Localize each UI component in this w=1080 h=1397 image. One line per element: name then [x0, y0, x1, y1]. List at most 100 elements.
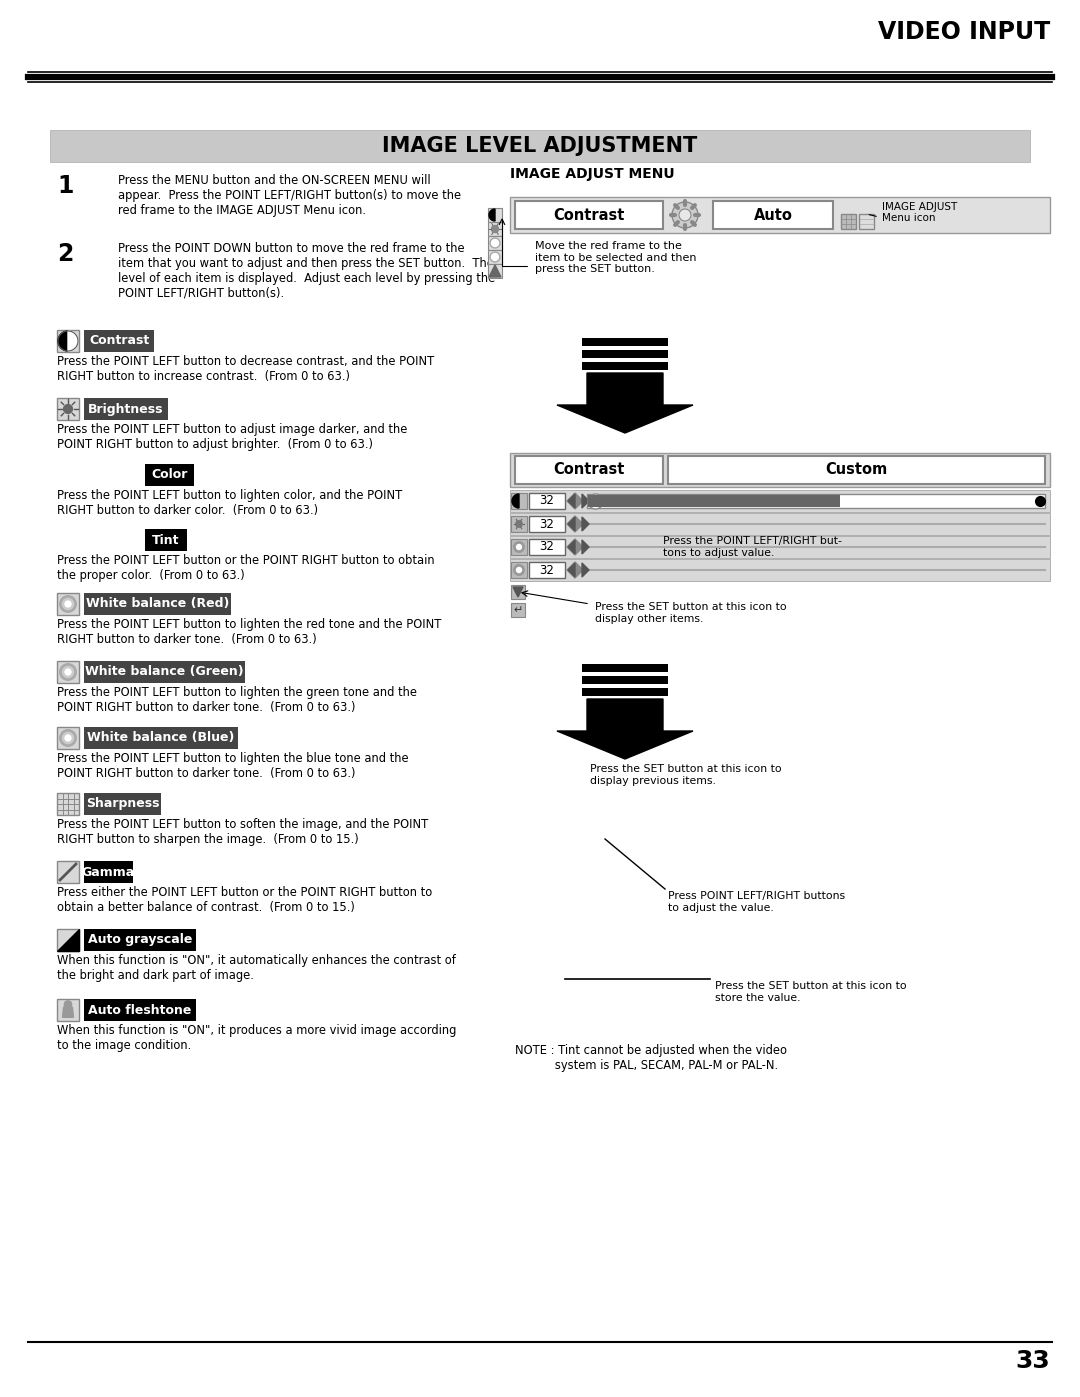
Bar — [488, 208, 502, 222]
Circle shape — [513, 564, 525, 576]
Bar — [510, 490, 1050, 511]
Bar — [84, 330, 154, 352]
Bar — [57, 793, 79, 814]
Text: VIDEO INPUT: VIDEO INPUT — [878, 20, 1050, 43]
Bar — [511, 515, 527, 532]
Wedge shape — [489, 210, 495, 221]
Circle shape — [491, 239, 499, 246]
Text: Press the POINT LEFT button or the POINT RIGHT button to obtain
the proper color: Press the POINT LEFT button or the POINT… — [57, 555, 434, 583]
Wedge shape — [512, 495, 519, 509]
Polygon shape — [63, 1007, 73, 1017]
Text: Press the POINT LEFT button to adjust image darker, and the
POINT RIGHT button t: Press the POINT LEFT button to adjust im… — [57, 423, 407, 451]
Text: Custom: Custom — [825, 462, 888, 478]
Text: Menu icon: Menu icon — [882, 212, 935, 224]
Polygon shape — [568, 563, 575, 577]
Bar — [57, 999, 79, 1021]
Bar — [511, 604, 525, 617]
Bar — [511, 539, 527, 555]
Text: 32: 32 — [540, 563, 554, 577]
Text: Auto fleshtone: Auto fleshtone — [89, 1003, 191, 1017]
Bar — [57, 929, 79, 951]
Polygon shape — [568, 541, 575, 555]
Bar — [859, 214, 874, 229]
Polygon shape — [557, 373, 693, 433]
Bar — [145, 464, 194, 486]
Bar — [588, 495, 840, 507]
Bar — [84, 398, 168, 420]
Bar — [488, 236, 502, 250]
Text: Press the SET button at this icon to
display previous items.: Press the SET button at this icon to dis… — [590, 764, 782, 785]
Circle shape — [679, 210, 691, 221]
Bar — [84, 861, 133, 883]
Polygon shape — [582, 495, 589, 509]
Circle shape — [490, 237, 500, 249]
Circle shape — [490, 251, 500, 263]
Bar — [529, 539, 565, 555]
Polygon shape — [567, 562, 583, 578]
Text: When this function is "ON", it automatically enhances the contrast of
the bright: When this function is "ON", it automatic… — [57, 954, 456, 982]
Circle shape — [65, 601, 71, 608]
Text: IMAGE ADJUST MENU: IMAGE ADJUST MENU — [510, 168, 675, 182]
Circle shape — [516, 567, 523, 573]
Circle shape — [65, 735, 71, 742]
Wedge shape — [68, 331, 78, 351]
Bar — [57, 398, 79, 420]
Text: Press the SET button at this icon to
store the value.: Press the SET button at this icon to sto… — [715, 981, 906, 1003]
Polygon shape — [567, 515, 583, 532]
Bar — [57, 592, 79, 615]
Bar — [84, 726, 238, 749]
Polygon shape — [568, 517, 575, 531]
Bar — [510, 197, 1050, 233]
Bar — [582, 687, 669, 696]
Text: Contrast: Contrast — [553, 208, 624, 222]
Bar — [84, 661, 245, 683]
Bar — [57, 330, 79, 352]
Bar — [529, 493, 565, 509]
Polygon shape — [582, 541, 589, 555]
Bar — [515, 455, 663, 483]
Text: 2: 2 — [57, 242, 73, 265]
Bar — [510, 513, 1050, 535]
Polygon shape — [567, 539, 583, 555]
Polygon shape — [513, 587, 523, 597]
Bar — [50, 130, 1030, 162]
Bar — [57, 726, 79, 749]
Bar — [588, 495, 1045, 509]
Bar — [57, 661, 79, 683]
Text: Press the POINT LEFT button to soften the image, and the POINT
RIGHT button to s: Press the POINT LEFT button to soften th… — [57, 819, 429, 847]
Bar — [582, 351, 669, 358]
Bar — [84, 999, 195, 1021]
Text: Press the POINT LEFT button to decrease contrast, and the POINT
RIGHT button to : Press the POINT LEFT button to decrease … — [57, 355, 434, 383]
Text: Press the POINT LEFT button to lighten the green tone and the
POINT RIGHT button: Press the POINT LEFT button to lighten t… — [57, 686, 417, 714]
Text: When this function is "ON", it produces a more vivid image according
to the imag: When this function is "ON", it produces … — [57, 1024, 457, 1052]
Circle shape — [491, 253, 499, 260]
Text: 32: 32 — [540, 517, 554, 531]
Text: White balance (Blue): White balance (Blue) — [87, 732, 234, 745]
Circle shape — [513, 541, 525, 553]
Text: Brightness: Brightness — [89, 402, 164, 415]
Polygon shape — [568, 495, 575, 509]
Circle shape — [62, 598, 75, 610]
Circle shape — [672, 203, 698, 228]
Polygon shape — [57, 929, 79, 951]
Text: White balance (Red): White balance (Red) — [85, 598, 229, 610]
Text: Press POINT LEFT/RIGHT buttons
to adjust the value.: Press POINT LEFT/RIGHT buttons to adjust… — [669, 891, 846, 912]
Text: ↵: ↵ — [513, 605, 523, 615]
Text: Contrast: Contrast — [553, 462, 624, 478]
Text: Press the POINT LEFT/RIGHT but-
tons to adjust value.: Press the POINT LEFT/RIGHT but- tons to … — [663, 536, 842, 557]
Text: Press the POINT LEFT button to lighten color, and the POINT
RIGHT button to dark: Press the POINT LEFT button to lighten c… — [57, 489, 402, 517]
Text: White balance (Green): White balance (Green) — [85, 665, 244, 679]
Bar — [582, 676, 669, 685]
Text: Auto: Auto — [754, 208, 793, 222]
Bar — [145, 529, 187, 550]
Polygon shape — [567, 493, 583, 509]
Bar — [582, 338, 669, 346]
Text: Press the POINT LEFT button to lighten the blue tone and the
POINT RIGHT button : Press the POINT LEFT button to lighten t… — [57, 752, 408, 780]
Bar — [669, 455, 1045, 483]
Text: Sharpness: Sharpness — [85, 798, 159, 810]
Text: Tint: Tint — [152, 534, 179, 546]
Bar — [84, 929, 195, 951]
Circle shape — [516, 521, 523, 527]
Circle shape — [65, 1000, 71, 1009]
Text: Color: Color — [151, 468, 188, 482]
